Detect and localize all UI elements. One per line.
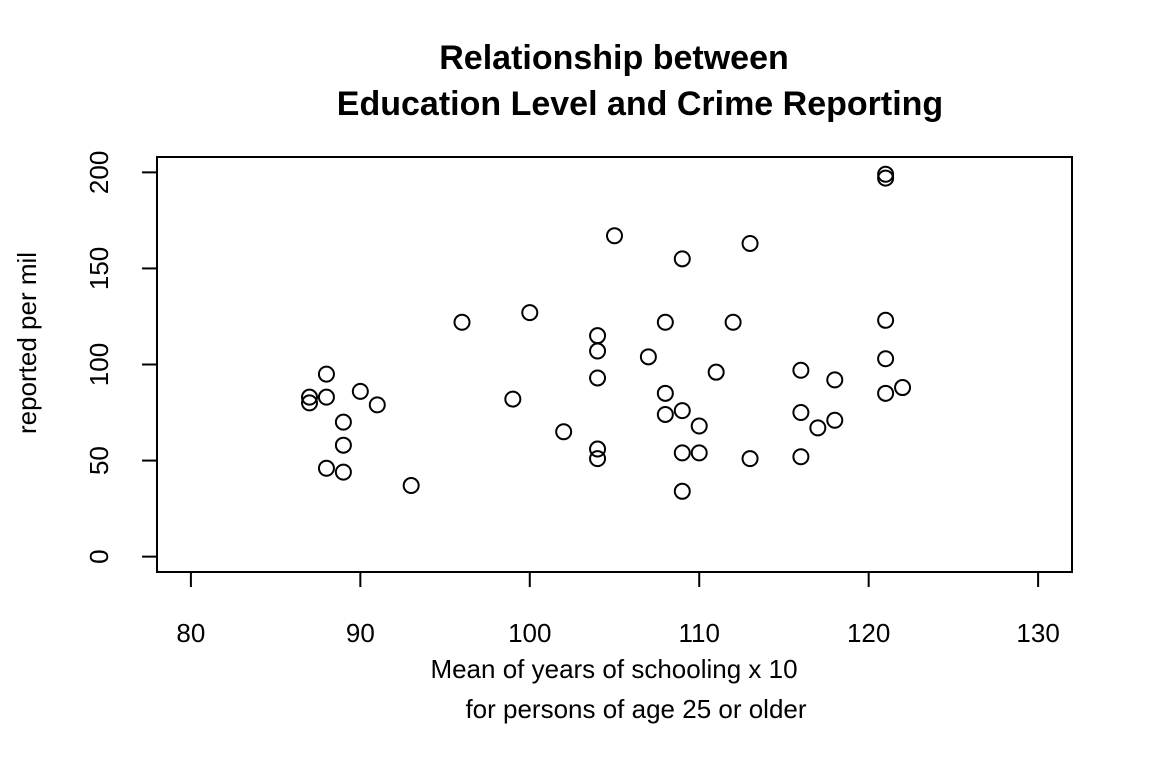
data-point	[317, 388, 335, 406]
data-point	[656, 384, 674, 402]
data-point	[792, 448, 810, 466]
data-point	[589, 450, 607, 468]
data-point	[589, 327, 607, 345]
data-point	[402, 477, 420, 495]
data-point	[707, 363, 725, 381]
y-tick-label: 0	[84, 549, 114, 563]
x-tick-label: 120	[847, 618, 890, 648]
y-axis: 0 50 100 150 200	[84, 151, 158, 564]
x-axis-label-line-2: for persons of age 25 or older	[465, 694, 806, 724]
data-point	[826, 411, 844, 429]
data-point	[877, 169, 895, 187]
y-axis-label: reported per mil	[12, 252, 42, 434]
data-point	[656, 405, 674, 423]
data-point	[301, 394, 318, 412]
data-point	[877, 384, 895, 402]
x-axis-label-line-1: Mean of years of schooling x 10	[430, 654, 797, 684]
data-point	[555, 423, 573, 441]
data-point	[351, 382, 369, 400]
data-point	[317, 365, 335, 383]
data-point	[334, 463, 352, 481]
y-tick-label: 150	[84, 247, 114, 290]
data-point	[504, 390, 522, 408]
data-point	[589, 369, 607, 387]
data-point	[673, 482, 691, 500]
x-tick-label: 110	[678, 618, 719, 648]
data-point	[741, 234, 759, 252]
data-point	[690, 417, 708, 435]
data-point	[877, 311, 895, 329]
y-tick-label: 200	[84, 151, 114, 194]
data-point	[301, 388, 318, 406]
y-tick-label: 100	[84, 343, 114, 386]
x-tick-label: 80	[176, 618, 205, 648]
y-tick-label: 50	[84, 446, 114, 475]
data-point	[317, 459, 335, 477]
data-point	[453, 313, 471, 331]
x-tick-label: 100	[508, 618, 551, 648]
data-point	[809, 419, 827, 437]
plot-frame	[156, 156, 1073, 573]
data-point	[690, 444, 708, 462]
data-point	[589, 440, 607, 458]
x-axis: 80 90 100 110 120 130	[176, 571, 1060, 648]
chart-title-line-2: Education Level and Crime Reporting	[337, 85, 943, 123]
data-point	[521, 304, 539, 322]
x-tick-label: 130	[1016, 618, 1059, 648]
data-point	[792, 404, 810, 422]
data-point	[826, 371, 844, 389]
chart-title-line-1: Relationship between	[439, 39, 789, 77]
data-point	[673, 250, 691, 268]
data-point	[741, 450, 759, 468]
data-point	[334, 413, 352, 431]
data-point	[724, 313, 742, 331]
data-point	[639, 348, 657, 366]
data-point	[606, 227, 623, 245]
data-point	[368, 396, 386, 414]
x-tick-label: 90	[346, 618, 375, 648]
data-point	[334, 436, 352, 454]
data-point	[656, 313, 674, 331]
data-point	[673, 444, 691, 462]
data-point	[792, 361, 810, 379]
data-point	[589, 342, 607, 360]
data-point	[894, 379, 912, 397]
data-point	[673, 402, 691, 420]
data-point	[877, 350, 895, 368]
data-points	[301, 165, 912, 500]
